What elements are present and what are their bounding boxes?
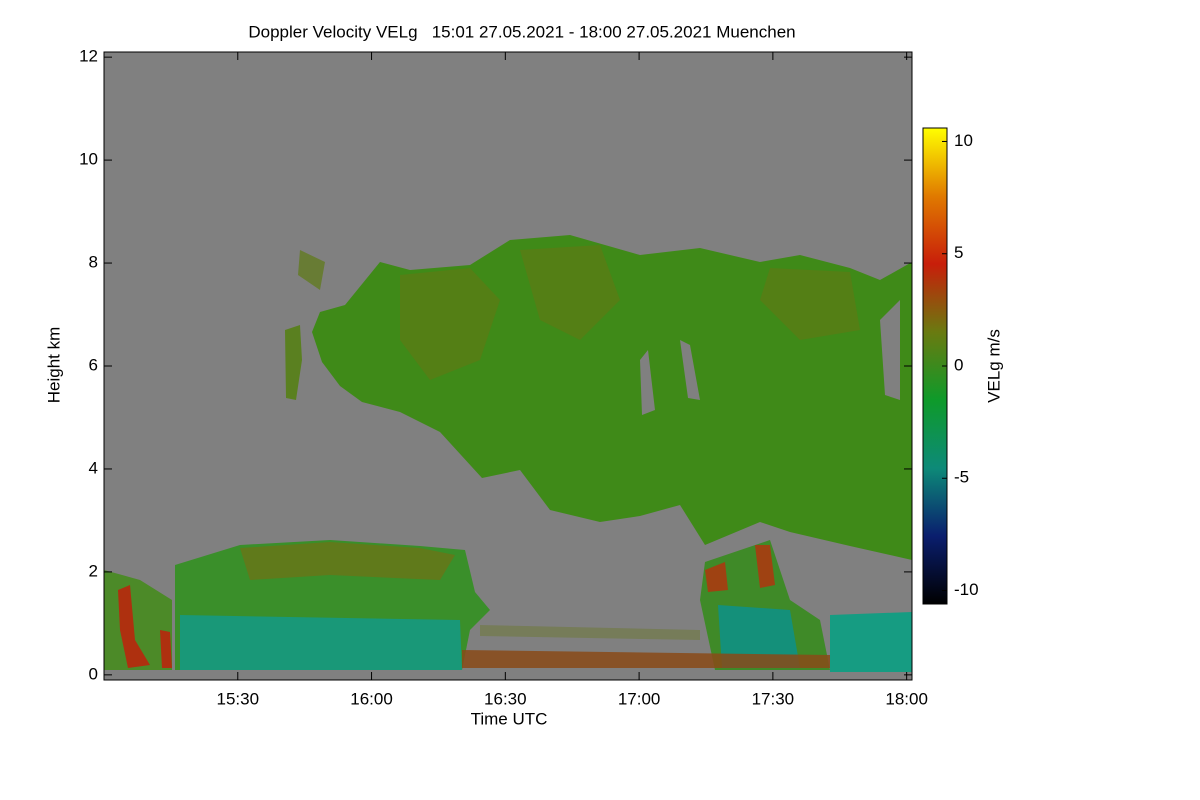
x-tick-label: 16:00 xyxy=(350,689,393,708)
colorbar-tick-label: 5 xyxy=(954,243,963,262)
velocity-field xyxy=(104,235,912,672)
y-tick-label: 0 xyxy=(89,664,98,683)
low-cloud-olive xyxy=(240,542,455,580)
x-tick-label: 17:00 xyxy=(618,689,661,708)
right-echo-teal xyxy=(718,605,800,668)
small-cloud xyxy=(285,325,302,400)
x-tick-label: 17:30 xyxy=(752,689,795,708)
colorbar-tick-label: -5 xyxy=(954,468,969,487)
y-tick-label: 8 xyxy=(89,253,98,272)
colorbar-label: VELg m/s xyxy=(984,329,1003,403)
x-axis-label: Time UTC xyxy=(471,709,548,728)
upper-cloud-gap xyxy=(640,300,900,415)
colorbar-tick-label: -10 xyxy=(954,580,979,599)
x-tick-label: 18:00 xyxy=(885,689,928,708)
y-axis-label: Height km xyxy=(44,327,63,404)
colorbar-tick-label: 0 xyxy=(954,355,963,374)
x-tick-label: 16:30 xyxy=(484,689,527,708)
right-low-teal xyxy=(830,612,912,672)
colorbar-tick-label: 10 xyxy=(954,131,973,150)
left-echo-red xyxy=(118,585,172,668)
x-tick-label: 15:30 xyxy=(217,689,260,708)
surface-band xyxy=(462,650,830,668)
y-tick-label: 4 xyxy=(89,458,98,477)
chart-title: Doppler Velocity VELg 15:01 27.05.2021 -… xyxy=(248,22,795,41)
low-cloud-teal xyxy=(180,615,462,670)
y-tick-label: 2 xyxy=(89,561,98,580)
right-echo-red xyxy=(705,545,775,592)
surface-clutter xyxy=(480,625,700,640)
y-tick-label: 12 xyxy=(79,47,98,66)
upper-cloud-olive xyxy=(298,245,860,380)
y-tick-label: 10 xyxy=(79,150,98,169)
y-tick-label: 6 xyxy=(89,355,98,374)
